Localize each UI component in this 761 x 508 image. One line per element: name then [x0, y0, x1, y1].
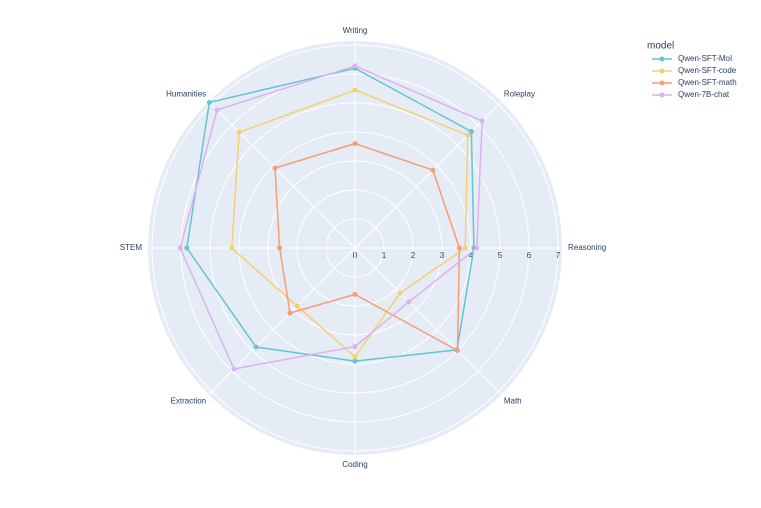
- spoke: [354, 247, 502, 395]
- point: [231, 366, 237, 372]
- legend-marker: [659, 80, 665, 86]
- point: [294, 303, 300, 309]
- point: [352, 141, 358, 147]
- point: [229, 245, 235, 251]
- radial-tick-label: 6: [527, 251, 532, 260]
- radial-tick-label: 5: [498, 251, 503, 260]
- category-label: Extraction: [171, 397, 207, 406]
- point: [397, 290, 403, 296]
- point: [352, 358, 358, 364]
- point: [352, 344, 358, 350]
- spoke: [354, 101, 502, 249]
- point: [253, 344, 259, 350]
- radial-tick-label: 4: [469, 251, 474, 260]
- category-label: Roleplay: [504, 90, 535, 99]
- point: [177, 245, 183, 251]
- point: [272, 165, 278, 171]
- point: [236, 129, 242, 135]
- category-label: Humanities: [166, 90, 206, 99]
- point: [277, 245, 283, 251]
- point: [406, 299, 412, 305]
- category-label: Writing: [343, 26, 368, 35]
- radial-tick-label: 1: [382, 251, 387, 260]
- legend-label: Qwen-SFT-MoI: [678, 54, 732, 63]
- point: [456, 245, 462, 251]
- point: [206, 99, 212, 105]
- legend: model Qwen-SFT-MoI Qwen-SFT-code Qwen-SFT-…: [647, 41, 737, 99]
- radial-tick-label: 3: [440, 251, 445, 260]
- category-label: Coding: [342, 460, 367, 469]
- legend-label: Qwen-SFT-code: [678, 66, 737, 75]
- point: [214, 107, 220, 113]
- category-label: STEM: [120, 243, 143, 252]
- point: [474, 245, 480, 251]
- radial-tick-label: 2: [411, 251, 416, 260]
- polar-area: 01234567WritingRoleplayReasoningMathCodi…: [120, 26, 606, 469]
- point: [352, 87, 358, 93]
- point: [430, 167, 436, 173]
- point: [352, 354, 358, 360]
- spoke: [208, 101, 356, 249]
- point: [287, 310, 293, 316]
- point: [468, 129, 474, 135]
- point: [455, 348, 461, 354]
- radial-tick-label: 7: [556, 251, 561, 260]
- point: [352, 63, 358, 69]
- legend-marker: [659, 56, 665, 62]
- legend-marker: [659, 68, 665, 74]
- point: [184, 245, 190, 251]
- legend-marker: [659, 92, 665, 98]
- point: [465, 132, 471, 138]
- legend-label: Qwen-SFT-math: [678, 78, 737, 87]
- point: [352, 291, 358, 297]
- category-label: Math: [504, 397, 522, 406]
- legend-title: model: [647, 41, 674, 52]
- category-label: Reasoning: [568, 243, 606, 252]
- point: [479, 118, 485, 124]
- point: [462, 245, 468, 251]
- legend-label: Qwen-7B-chat: [678, 90, 730, 99]
